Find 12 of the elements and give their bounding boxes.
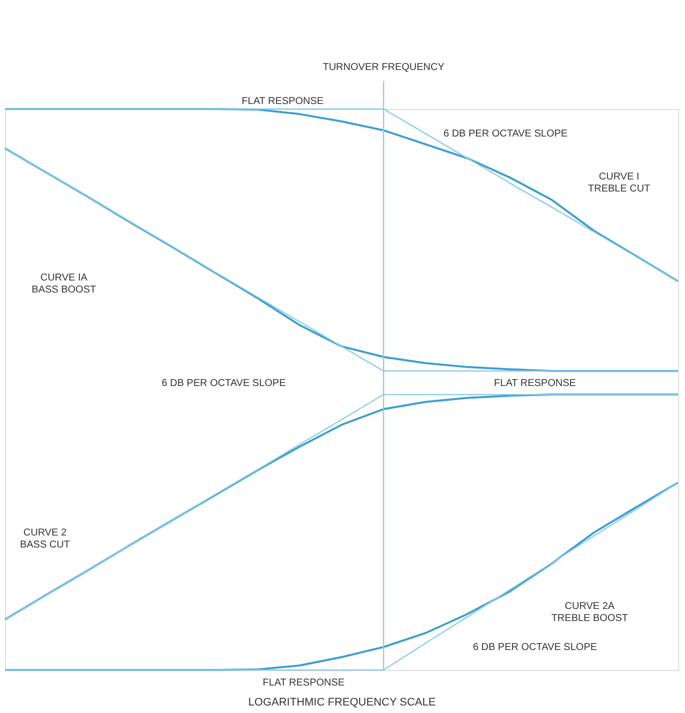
annotation: 6 DB PER OCTAVE SLOPE	[443, 128, 568, 140]
text: FLAT RESPONSE	[242, 96, 324, 108]
x-axis-title: LOGARITHMIC FREQUENCY SCALE	[248, 696, 436, 708]
text: TURNOVER FREQUENCY	[322, 62, 445, 73]
annotation: FLAT RESPONSE	[494, 378, 576, 389]
annotation: CURVE 2 BASS CUT	[20, 528, 70, 551]
annotation: CURVE IA BASS BOOST	[32, 272, 96, 296]
text: FLAT RESPONSE	[262, 677, 345, 688]
annotation: 6 DB PER OCTAVE SLOPE	[472, 642, 598, 653]
annotation: CURVE 2A TREBLE BOOST	[551, 601, 628, 624]
annotation: CURVE I TREBLE CUT	[588, 171, 650, 194]
annotation: 6 DB PER OCTAVE SLOPE	[162, 378, 286, 389]
